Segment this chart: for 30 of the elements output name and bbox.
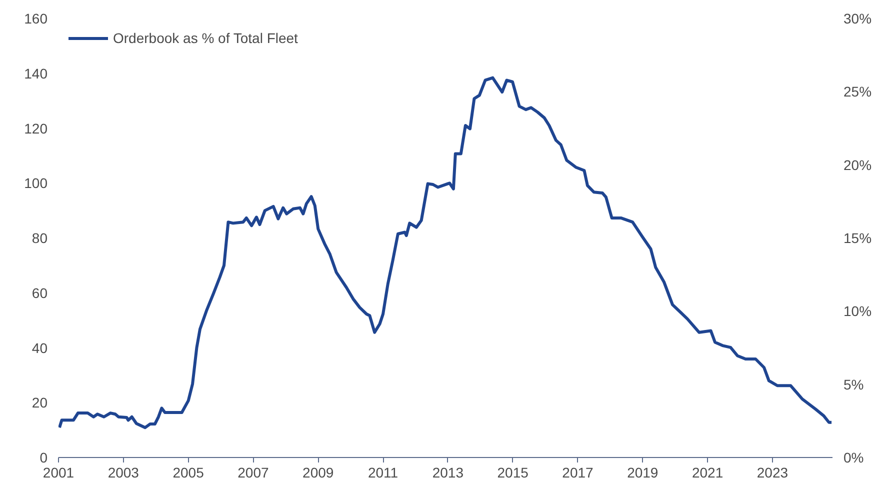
- y2-tick-label: 15%: [844, 230, 872, 246]
- x-tick-label: 2015: [497, 464, 529, 480]
- y-tick-label: 80: [32, 230, 48, 246]
- x-tick-label: 2005: [172, 464, 204, 480]
- y2-tick-label: 5%: [844, 376, 864, 392]
- x-tick-label: 2011: [368, 464, 398, 480]
- y-tick-label: 0: [40, 450, 48, 466]
- y-tick-label: 20: [32, 394, 48, 411]
- y2-tick-label: 25%: [844, 84, 872, 100]
- x-tick-label: 2007: [238, 464, 270, 480]
- legend-label: Orderbook as % of Total Fleet: [113, 30, 298, 46]
- y2-tick-label: 10%: [844, 303, 872, 320]
- x-tick-label: 2017: [562, 464, 594, 480]
- x-tick-label: 2013: [432, 464, 464, 480]
- y2-tick-label: 30%: [844, 10, 872, 26]
- y-tick-label: 100: [24, 175, 48, 192]
- x-tick-label: 2019: [627, 464, 658, 480]
- x-tick-label: 2021: [692, 464, 724, 480]
- y-tick-label: 40: [32, 340, 48, 356]
- y-tick-label: 140: [24, 65, 48, 82]
- y2-tick-label: 0%: [844, 450, 864, 466]
- y-tick-label: 120: [24, 120, 48, 136]
- line-series: [58, 76, 832, 430]
- x-tick-label: 2023: [756, 464, 788, 480]
- y-tick-label: 60: [32, 284, 48, 301]
- y-tick-label: 160: [24, 10, 48, 26]
- x-tick-label: 2003: [108, 464, 140, 480]
- y2-tick-label: 20%: [844, 156, 872, 173]
- x-tick-label: 2001: [42, 464, 74, 480]
- x-tick-label: 2009: [302, 464, 334, 480]
